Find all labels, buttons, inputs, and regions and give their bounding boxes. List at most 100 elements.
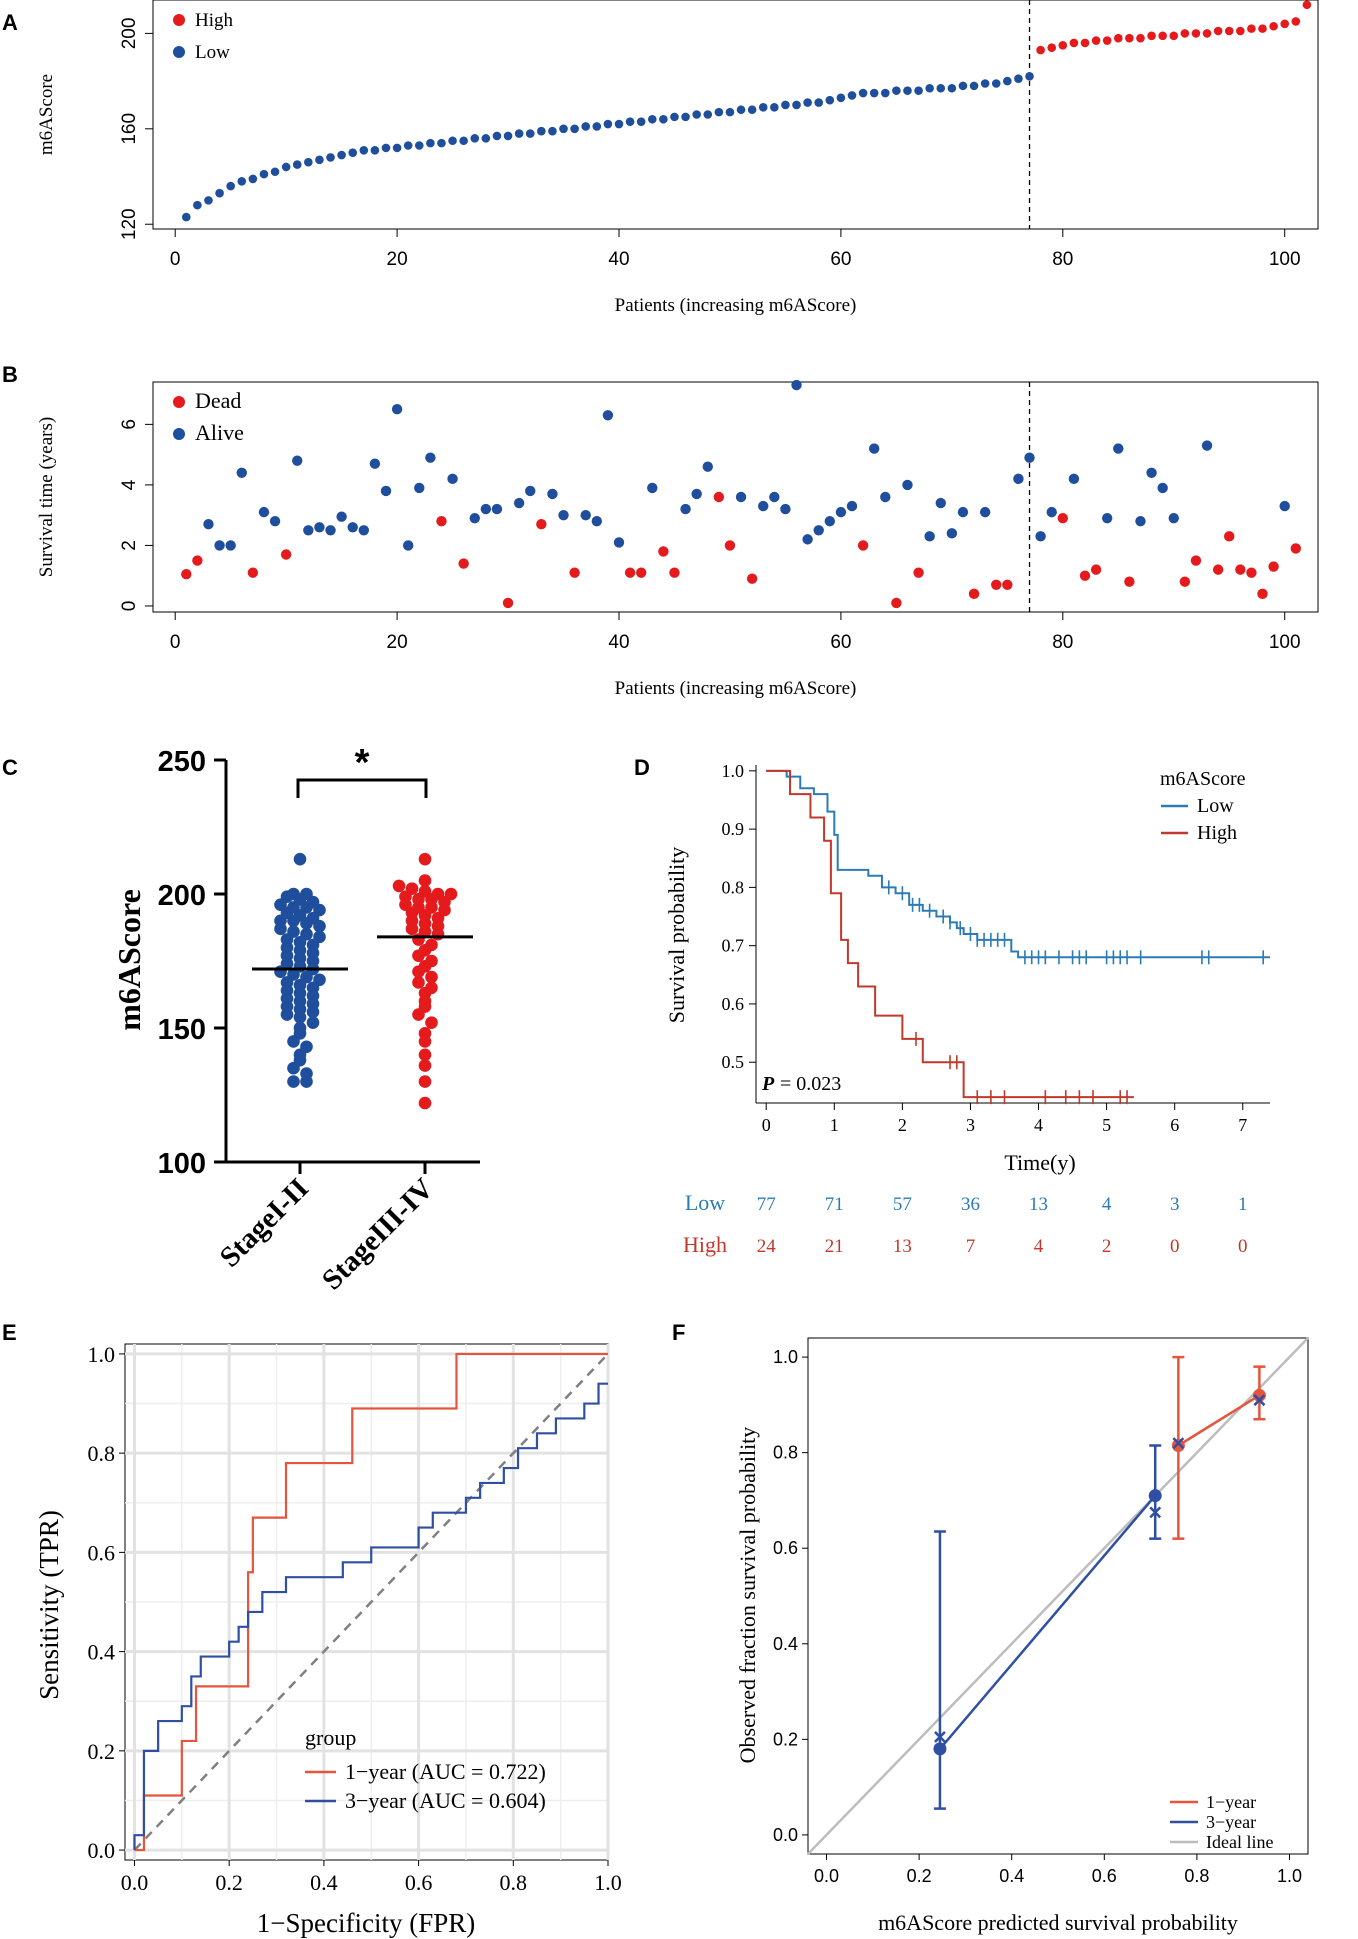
- x-tick-label: 0.0: [121, 1870, 149, 1895]
- data-point: [991, 79, 1001, 88]
- data-point: [369, 458, 381, 469]
- data-point: [1269, 21, 1278, 31]
- data-point: [458, 558, 469, 569]
- data-point: [924, 531, 935, 542]
- data-point: [269, 516, 281, 527]
- data-point: [625, 117, 635, 126]
- data-point: [391, 404, 403, 415]
- data-point: [935, 497, 946, 509]
- data-point: [314, 522, 325, 533]
- data-point: [1247, 24, 1256, 33]
- data-point: [1258, 24, 1267, 33]
- data-point: [270, 167, 280, 177]
- y-tick-label: 0.6: [773, 1538, 798, 1558]
- plot-frame: [152, 381, 1319, 613]
- risk-table-cell: 4: [1034, 1236, 1044, 1257]
- data-point: [1136, 33, 1145, 43]
- data-point: [1147, 31, 1156, 41]
- x-tick-label: 0.2: [215, 1870, 243, 1895]
- x-tick-label: 40: [608, 249, 629, 270]
- data-point: [418, 1048, 432, 1062]
- x-tick-label: 0.0: [814, 1866, 839, 1886]
- data-point: [979, 506, 991, 518]
- x-tick-label: 0: [170, 632, 181, 653]
- data-point: [835, 506, 847, 518]
- y-tick-label: 0.4: [773, 1634, 798, 1654]
- data-point: [903, 86, 912, 95]
- risk-table-row-label: Low: [685, 1190, 725, 1215]
- legend-label: 3−year: [1206, 1812, 1256, 1832]
- risk-table-cell: 3: [1170, 1194, 1180, 1215]
- x-tick-label: 60: [830, 249, 851, 270]
- data-point: [770, 103, 779, 112]
- data-point: [293, 1021, 307, 1035]
- x-tick-label: 1.0: [594, 1870, 622, 1895]
- data-point: [259, 169, 269, 179]
- data-point: [747, 105, 757, 115]
- y-tick-label: 150: [158, 1014, 206, 1046]
- data-point: [203, 519, 214, 530]
- x-tick-label: 3: [966, 1115, 975, 1135]
- data-point: [215, 188, 224, 198]
- data-point: [1101, 512, 1113, 524]
- roc-curve: [133, 1382, 608, 1851]
- data-point: [846, 500, 858, 512]
- y-tick-label: 0.2: [88, 1739, 116, 1764]
- data-point: [418, 1027, 432, 1040]
- x-tick-label: 1: [830, 1115, 839, 1135]
- data-point: [858, 88, 868, 98]
- y-tick-label: 1.0: [722, 761, 745, 781]
- data-point: [902, 479, 913, 491]
- data-point: [514, 129, 524, 138]
- data-point: [481, 134, 491, 143]
- y-tick-label: 6: [119, 419, 140, 430]
- data-point: [306, 1016, 320, 1029]
- x-tick-label: 0.4: [999, 1866, 1024, 1886]
- km-curve: [766, 769, 1134, 1099]
- data-point: [281, 162, 291, 172]
- calibration-point: [1148, 1489, 1162, 1503]
- panel-label-a: A: [2, 10, 18, 35]
- data-point: [746, 573, 758, 584]
- x-axis-label: Time(y): [1004, 1150, 1075, 1175]
- data-point: [825, 95, 835, 105]
- x-marker: [934, 1731, 946, 1743]
- data-point: [670, 112, 679, 122]
- data-point: [1047, 43, 1057, 53]
- data-point: [1157, 482, 1168, 494]
- panel-e-chart: 0.0 0.2 0.4 0.6 0.8 1.0 0.0 0.2 0.4 0.6 0.8 1.0 grou…: [34, 1342, 622, 1938]
- panel-label-e: E: [2, 1320, 17, 1345]
- data-point: [1190, 555, 1202, 566]
- y-tick-label: 1.0: [773, 1347, 798, 1367]
- data-point: [418, 852, 432, 866]
- legend-label: High: [1197, 822, 1237, 844]
- data-point: [659, 114, 668, 124]
- y-tick-label: 200: [158, 880, 206, 912]
- data-point: [492, 131, 502, 141]
- data-point: [792, 100, 801, 110]
- roc-curve: [134, 1352, 608, 1852]
- data-point: [1290, 543, 1302, 554]
- data-point: [1113, 443, 1124, 454]
- data-point: [293, 852, 307, 866]
- data-point: [791, 379, 802, 391]
- data-point: [313, 930, 326, 944]
- data-point: [813, 525, 824, 536]
- data-point: [292, 160, 302, 169]
- y-tick-label: 0: [119, 601, 140, 612]
- data-point: [1146, 467, 1157, 478]
- x-tick-label: 2: [898, 1115, 907, 1135]
- data-point: [392, 143, 402, 153]
- legend-label: 1−year: [1206, 1792, 1256, 1812]
- x-tick-label: 0.6: [405, 1870, 433, 1895]
- legend-label: High: [195, 10, 234, 31]
- calibration-line: [1177, 1394, 1261, 1447]
- data-point: [1179, 576, 1191, 587]
- x-marker: [1172, 1437, 1185, 1449]
- data-point: [548, 126, 557, 136]
- data-point: [1024, 452, 1035, 463]
- legend-label: 3−year (AUC = 0.604): [345, 1788, 546, 1813]
- x-tick-label: 0: [762, 1115, 771, 1135]
- data-point: [803, 98, 812, 107]
- data-point: [1069, 38, 1079, 48]
